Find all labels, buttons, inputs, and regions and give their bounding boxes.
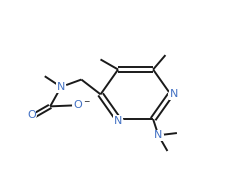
Text: N: N bbox=[169, 89, 177, 99]
Circle shape bbox=[153, 131, 163, 139]
Circle shape bbox=[56, 83, 66, 91]
Text: O: O bbox=[27, 110, 36, 120]
Text: −: − bbox=[83, 97, 90, 106]
Circle shape bbox=[26, 111, 36, 120]
Text: O: O bbox=[73, 100, 82, 110]
Circle shape bbox=[113, 117, 122, 125]
Text: N: N bbox=[56, 82, 65, 92]
Circle shape bbox=[72, 101, 82, 110]
Circle shape bbox=[168, 90, 178, 98]
Text: N: N bbox=[113, 116, 122, 126]
Text: N: N bbox=[153, 130, 162, 140]
